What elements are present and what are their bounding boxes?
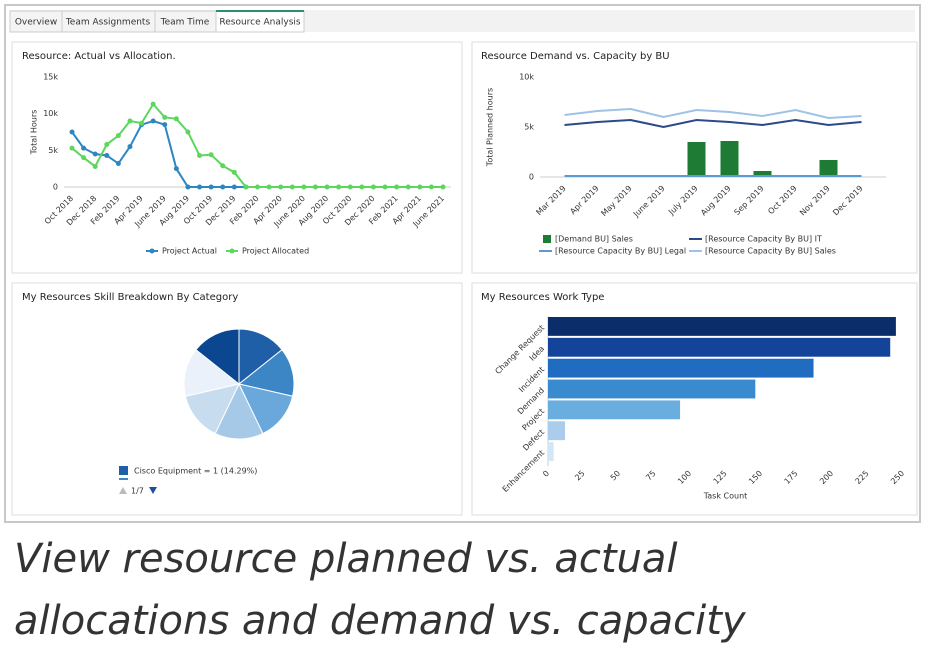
- point: [208, 184, 214, 190]
- point: [266, 184, 272, 190]
- point: [405, 184, 411, 190]
- y-tick-label: 15k: [43, 73, 58, 82]
- y-tick-label: 0: [53, 183, 58, 192]
- legend-label: Project Actual: [162, 247, 217, 256]
- point: [162, 122, 168, 128]
- point: [92, 151, 98, 157]
- y-axis-label: Total Hours: [30, 110, 39, 156]
- bar: [720, 141, 739, 177]
- y-tick-label: 5k: [48, 146, 58, 155]
- point: [115, 133, 121, 139]
- legend-swatch: [149, 248, 155, 254]
- panel-title: My Resources Work Type: [481, 292, 604, 303]
- legend-label: [Resource Capacity By BU] IT: [705, 235, 822, 244]
- point: [428, 184, 434, 190]
- point: [92, 163, 98, 169]
- point: [255, 184, 260, 190]
- point: [139, 120, 145, 126]
- legend-swatch: [543, 235, 551, 243]
- point: [312, 184, 318, 190]
- point: [231, 184, 237, 190]
- bar: [548, 379, 756, 399]
- caption-line: View resource planned vs. actual: [14, 536, 678, 582]
- tab-label[interactable]: Overview: [15, 18, 57, 28]
- bar: [819, 160, 838, 177]
- legend-swatch: [229, 248, 235, 254]
- point: [324, 184, 330, 190]
- panel-title: My Resources Skill Breakdown By Category: [22, 292, 238, 303]
- panel-title: Resource: Actual vs Allocation.: [22, 51, 176, 62]
- legend-label: [Resource Capacity By BU] Sales: [705, 247, 836, 256]
- bar: [753, 171, 772, 177]
- point: [197, 152, 203, 158]
- bar: [548, 442, 554, 461]
- legend-label: Cisco Equipment = 1 (14.29%): [134, 467, 257, 476]
- point: [220, 184, 226, 190]
- legend-label: [Demand BU] Sales: [555, 235, 633, 244]
- legend-swatch: [119, 466, 128, 475]
- point: [185, 184, 191, 190]
- point: [220, 163, 226, 169]
- point: [208, 152, 214, 158]
- point: [231, 169, 237, 175]
- point: [289, 184, 295, 190]
- panel: [11, 41, 463, 274]
- y-tick-label: 0: [529, 173, 534, 182]
- y-axis-label: Total Planned hours: [486, 88, 495, 167]
- point: [197, 184, 203, 190]
- point: [173, 166, 179, 172]
- point: [440, 184, 446, 190]
- point: [347, 184, 353, 190]
- point: [69, 129, 75, 135]
- point: [243, 184, 249, 190]
- y-tick-label: 5k: [524, 123, 534, 132]
- point: [127, 144, 133, 150]
- point: [104, 141, 110, 147]
- y-tick-label: 10k: [43, 109, 58, 118]
- point: [81, 155, 87, 161]
- tab-label[interactable]: Team Time: [160, 18, 210, 28]
- point: [115, 161, 121, 167]
- point: [173, 116, 179, 122]
- pager-next[interactable]: [149, 487, 157, 494]
- bar: [548, 317, 896, 336]
- bar: [687, 142, 706, 177]
- series-line: [564, 107, 862, 120]
- pager-prev: [119, 487, 127, 494]
- point: [382, 184, 388, 190]
- bar: [548, 400, 681, 420]
- y-tick-label: 10k: [519, 73, 534, 82]
- pager-label: 1/7: [131, 487, 144, 496]
- x-tick-label: 0: [541, 469, 551, 479]
- point: [127, 118, 133, 124]
- point: [417, 184, 423, 190]
- point: [81, 145, 87, 151]
- bar: [548, 358, 814, 378]
- point: [336, 184, 342, 190]
- tab-label[interactable]: Team Assignments: [65, 18, 151, 28]
- point: [278, 184, 284, 190]
- point: [150, 101, 156, 107]
- point: [69, 145, 75, 151]
- caption-line: allocations and demand vs. capacity: [14, 598, 747, 644]
- tab-label[interactable]: Resource Analysis: [219, 18, 301, 28]
- bar: [548, 337, 891, 357]
- legend-label: Project Allocated: [242, 247, 309, 256]
- panel-title: Resource Demand vs. Capacity by BU: [481, 51, 670, 62]
- legend-label: [Resource Capacity By BU] Legal: [555, 247, 686, 256]
- x-axis-label: Task Count: [703, 492, 748, 501]
- point: [394, 184, 400, 190]
- pie-slice: [195, 328, 240, 386]
- series-line: [564, 118, 862, 129]
- point: [370, 184, 376, 190]
- bar: [548, 421, 566, 441]
- point: [150, 118, 156, 124]
- point: [185, 129, 191, 135]
- point: [359, 184, 365, 190]
- point: [104, 152, 110, 158]
- point: [162, 114, 168, 120]
- point: [301, 184, 307, 190]
